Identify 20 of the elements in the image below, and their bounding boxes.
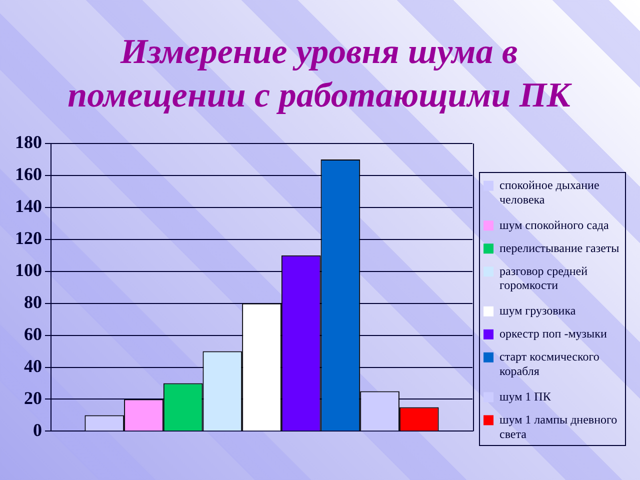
legend-label: шум 1 ПК [500,389,552,404]
y-tick-label: 0 [33,420,42,440]
legend-label: старт космического корабля [500,350,600,378]
y-tick-label: 180 [15,132,42,152]
legend-label: шум спокойного сада [500,218,610,232]
legend-label: перелистывание газеты [500,240,620,255]
y-tick-label: 80 [24,292,42,312]
legend-label: шум 1 лампы дневного света [500,412,618,441]
y-tick-label: 120 [15,228,42,248]
y-tick-label: 140 [15,196,42,216]
chart-title: Измерение уровня шума в помещении с работающими ПК [68,32,573,115]
y-tick-label: 20 [24,388,42,408]
y-tick-label: 40 [24,356,42,376]
legend-label: оркестр поп -музыки [500,326,608,341]
legend-label: спокойное дыхание человека [500,178,600,206]
y-tick-label: 100 [15,260,42,280]
y-tick-label: 160 [15,164,42,184]
y-tick-label: 60 [24,324,42,344]
legend-label: разговор средней горомкости [500,264,588,292]
legend-label: шум грузовика [500,304,576,318]
